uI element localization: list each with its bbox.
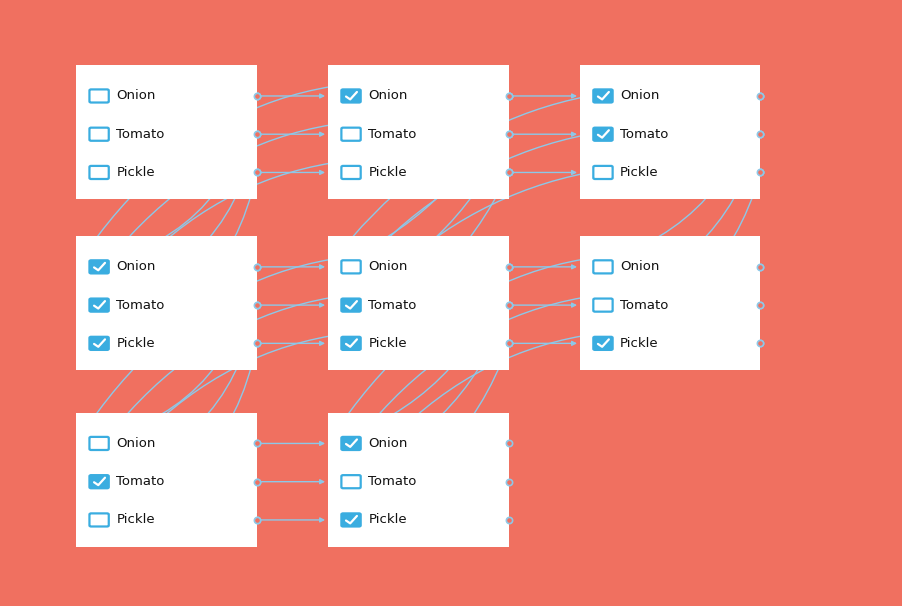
FancyBboxPatch shape xyxy=(89,166,108,179)
FancyBboxPatch shape xyxy=(579,65,759,199)
FancyBboxPatch shape xyxy=(89,261,108,273)
Text: Onion: Onion xyxy=(368,437,407,450)
FancyBboxPatch shape xyxy=(76,65,256,199)
Text: Tomato: Tomato xyxy=(116,299,164,311)
Text: Pickle: Pickle xyxy=(116,166,155,179)
FancyBboxPatch shape xyxy=(89,475,108,488)
FancyBboxPatch shape xyxy=(593,90,612,102)
FancyBboxPatch shape xyxy=(341,166,360,179)
FancyBboxPatch shape xyxy=(593,299,612,311)
FancyBboxPatch shape xyxy=(76,236,256,370)
Text: Tomato: Tomato xyxy=(116,128,164,141)
Text: Pickle: Pickle xyxy=(116,337,155,350)
Text: Tomato: Tomato xyxy=(620,299,667,311)
FancyBboxPatch shape xyxy=(89,299,108,311)
FancyBboxPatch shape xyxy=(89,128,108,141)
Text: Pickle: Pickle xyxy=(116,513,155,527)
Text: Pickle: Pickle xyxy=(368,166,407,179)
Text: Onion: Onion xyxy=(116,90,155,102)
FancyBboxPatch shape xyxy=(89,437,108,450)
FancyBboxPatch shape xyxy=(341,337,360,350)
Text: Onion: Onion xyxy=(620,90,658,102)
FancyBboxPatch shape xyxy=(593,166,612,179)
Text: Onion: Onion xyxy=(620,261,658,273)
FancyBboxPatch shape xyxy=(341,261,360,273)
FancyBboxPatch shape xyxy=(76,413,256,547)
FancyBboxPatch shape xyxy=(341,128,360,141)
FancyBboxPatch shape xyxy=(327,413,508,547)
FancyBboxPatch shape xyxy=(341,513,360,527)
FancyBboxPatch shape xyxy=(341,90,360,102)
Text: Tomato: Tomato xyxy=(620,128,667,141)
Text: Onion: Onion xyxy=(368,90,407,102)
Text: Tomato: Tomato xyxy=(368,475,416,488)
Text: Onion: Onion xyxy=(368,261,407,273)
Text: Onion: Onion xyxy=(116,261,155,273)
FancyBboxPatch shape xyxy=(593,337,612,350)
Text: Tomato: Tomato xyxy=(116,475,164,488)
Text: Tomato: Tomato xyxy=(368,299,416,311)
Text: Pickle: Pickle xyxy=(620,337,658,350)
FancyBboxPatch shape xyxy=(89,513,108,527)
FancyBboxPatch shape xyxy=(341,437,360,450)
Text: Pickle: Pickle xyxy=(368,513,407,527)
FancyBboxPatch shape xyxy=(327,236,508,370)
FancyBboxPatch shape xyxy=(593,128,612,141)
FancyBboxPatch shape xyxy=(89,90,108,102)
Text: Onion: Onion xyxy=(116,437,155,450)
FancyBboxPatch shape xyxy=(89,337,108,350)
FancyBboxPatch shape xyxy=(341,299,360,311)
Text: Tomato: Tomato xyxy=(368,128,416,141)
Text: Pickle: Pickle xyxy=(620,166,658,179)
FancyBboxPatch shape xyxy=(341,475,360,488)
FancyBboxPatch shape xyxy=(327,65,508,199)
FancyBboxPatch shape xyxy=(579,236,759,370)
Text: Pickle: Pickle xyxy=(368,337,407,350)
FancyBboxPatch shape xyxy=(593,261,612,273)
